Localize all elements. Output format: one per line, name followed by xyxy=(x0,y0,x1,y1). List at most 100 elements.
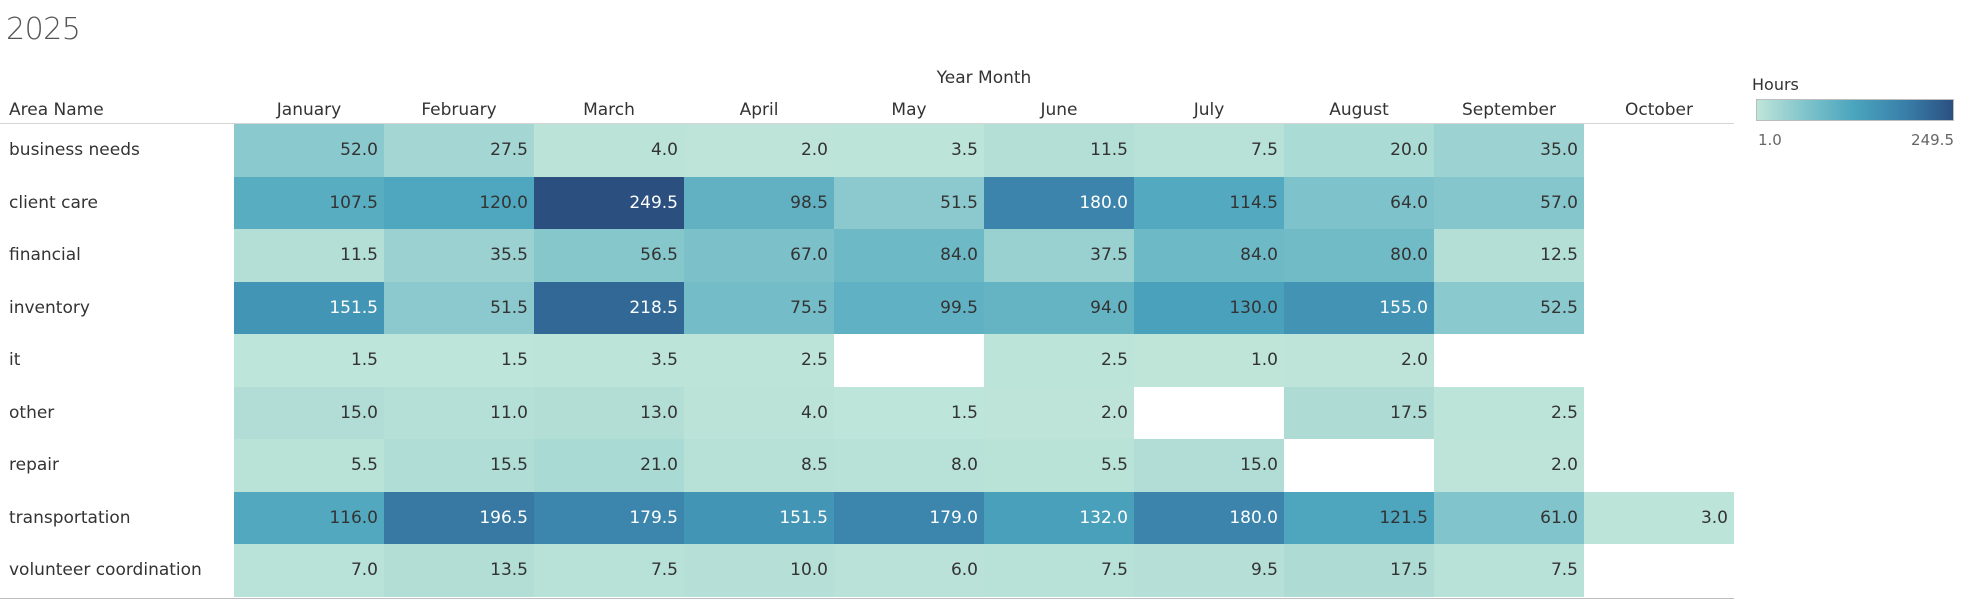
header-divider xyxy=(0,123,1734,124)
legend-min-label: 1.0 xyxy=(1758,131,1782,149)
column-header-june: June xyxy=(1040,100,1078,120)
heatmap-cell[interactable]: 3.5 xyxy=(534,334,684,387)
heatmap-cell[interactable]: 80.0 xyxy=(1284,229,1434,282)
heatmap-cell[interactable]: 2.0 xyxy=(1284,334,1434,387)
heatmap-cell[interactable]: 56.5 xyxy=(534,229,684,282)
column-header-august: August xyxy=(1329,100,1389,120)
heatmap-cell[interactable]: 132.0 xyxy=(984,491,1134,544)
heatmap-cell[interactable]: 17.5 xyxy=(1284,544,1434,597)
row-label: inventory xyxy=(9,297,90,318)
column-group-label: Year Month xyxy=(936,68,1032,88)
row-label: repair xyxy=(9,455,59,475)
heatmap-cell[interactable]: 35.0 xyxy=(1434,124,1584,177)
heatmap-cell[interactable]: 180.0 xyxy=(984,176,1134,229)
heatmap-cell[interactable]: 4.0 xyxy=(534,124,684,177)
column-header-july: July xyxy=(1193,100,1225,120)
legend-max-label: 249.5 xyxy=(1911,131,1954,149)
heatmap-cell[interactable]: 2.0 xyxy=(984,386,1134,439)
heatmap-cell[interactable]: 12.5 xyxy=(1434,229,1584,282)
row-label: client care xyxy=(9,192,98,213)
row-label: it xyxy=(9,350,21,370)
heatmap-cell[interactable]: 5.5 xyxy=(234,439,384,492)
heatmap-cell[interactable]: 2.5 xyxy=(984,334,1134,387)
heatmap-cell[interactable]: 7.0 xyxy=(234,544,384,597)
heatmap-cell[interactable]: 2.5 xyxy=(684,334,834,387)
heatmap-cell[interactable]: 151.5 xyxy=(234,281,384,334)
column-header-april: April xyxy=(739,100,779,120)
heatmap-cell[interactable]: 180.0 xyxy=(1134,491,1284,544)
heatmap-cell[interactable]: 7.5 xyxy=(1134,124,1284,177)
heatmap-cell[interactable]: 3.0 xyxy=(1584,491,1734,544)
heatmap-cell[interactable]: 37.5 xyxy=(984,229,1134,282)
heatmap-cell[interactable]: 84.0 xyxy=(1134,229,1284,282)
row-label: business needs xyxy=(9,140,140,160)
heatmap-cell[interactable]: 11.0 xyxy=(384,386,534,439)
heatmap-cell[interactable]: 94.0 xyxy=(984,281,1134,334)
heatmap-cell[interactable]: 7.5 xyxy=(534,544,684,597)
heatmap-cell[interactable]: 13.0 xyxy=(534,386,684,439)
heatmap-cell[interactable]: 15.0 xyxy=(1134,439,1284,492)
heatmap-cell[interactable]: 15.0 xyxy=(234,386,384,439)
heatmap-cell[interactable]: 51.5 xyxy=(834,176,984,229)
heatmap-cell[interactable]: 130.0 xyxy=(1134,281,1284,334)
heatmap-cell[interactable]: 5.5 xyxy=(984,439,1134,492)
heatmap-cell[interactable]: 7.5 xyxy=(1434,544,1584,597)
heatmap-cell[interactable]: 155.0 xyxy=(1284,281,1434,334)
heatmap-cell[interactable]: 2.0 xyxy=(684,124,834,177)
heatmap-cell[interactable]: 8.0 xyxy=(834,439,984,492)
heatmap-cell[interactable]: 10.0 xyxy=(684,544,834,597)
heatmap-cell[interactable]: 2.0 xyxy=(1434,439,1584,492)
heatmap-cell[interactable]: 52.0 xyxy=(234,124,384,177)
heatmap-cell[interactable]: 9.5 xyxy=(1134,544,1284,597)
heatmap-cell[interactable]: 52.5 xyxy=(1434,281,1584,334)
heatmap-cell[interactable]: 64.0 xyxy=(1284,176,1434,229)
heatmap-cell[interactable]: 13.5 xyxy=(384,544,534,597)
heatmap-cell[interactable]: 35.5 xyxy=(384,229,534,282)
heatmap-cell[interactable]: 1.5 xyxy=(834,386,984,439)
heatmap-cell[interactable]: 1.5 xyxy=(234,334,384,387)
heatmap-cell[interactable]: 196.5 xyxy=(384,491,534,544)
heatmap-cell[interactable]: 20.0 xyxy=(1284,124,1434,177)
heatmap-cell[interactable]: 11.5 xyxy=(234,229,384,282)
heatmap-cell[interactable]: 4.0 xyxy=(684,386,834,439)
heatmap-cell[interactable]: 6.0 xyxy=(834,544,984,597)
heatmap-cell[interactable]: 11.5 xyxy=(984,124,1134,177)
column-header-february: February xyxy=(421,100,497,120)
heatmap-cell[interactable]: 7.5 xyxy=(984,544,1134,597)
heatmap-cell[interactable]: 51.5 xyxy=(384,281,534,334)
heatmap-cell[interactable]: 15.5 xyxy=(384,439,534,492)
heatmap-cell[interactable]: 98.5 xyxy=(684,176,834,229)
column-header-march: March xyxy=(583,100,635,120)
heatmap-cell[interactable]: 27.5 xyxy=(384,124,534,177)
heatmap-cell[interactable]: 249.5 xyxy=(534,176,684,229)
heatmap-cell[interactable]: 67.0 xyxy=(684,229,834,282)
column-header-may: May xyxy=(891,100,927,120)
heatmap-cell[interactable]: 8.5 xyxy=(684,439,834,492)
heatmap-cell[interactable]: 218.5 xyxy=(534,281,684,334)
heatmap-cell[interactable]: 75.5 xyxy=(684,281,834,334)
heatmap-cell[interactable]: 99.5 xyxy=(834,281,984,334)
heatmap-cell[interactable]: 151.5 xyxy=(684,491,834,544)
heatmap-cell[interactable]: 179.5 xyxy=(534,491,684,544)
column-header-january: January xyxy=(276,100,342,120)
heatmap-cell[interactable]: 17.5 xyxy=(1284,386,1434,439)
column-header-october: October xyxy=(1624,100,1694,120)
heatmap-cell[interactable]: 57.0 xyxy=(1434,176,1584,229)
heatmap-cell[interactable]: 21.0 xyxy=(534,439,684,492)
heatmap-cell[interactable]: 61.0 xyxy=(1434,491,1584,544)
heatmap-cell[interactable]: 84.0 xyxy=(834,229,984,282)
heatmap-cell[interactable]: 1.5 xyxy=(384,334,534,387)
heatmap-cell[interactable]: 114.5 xyxy=(1134,176,1284,229)
heatmap-cell[interactable]: 2.5 xyxy=(1434,386,1584,439)
legend-title: Hours xyxy=(1752,75,1799,94)
heatmap-cell[interactable]: 121.5 xyxy=(1284,491,1434,544)
row-label: other xyxy=(9,402,55,423)
row-label: volunteer coordination xyxy=(9,560,202,580)
heatmap-cell[interactable]: 116.0 xyxy=(234,491,384,544)
heatmap-cell[interactable]: 120.0 xyxy=(384,176,534,229)
row-header: Area Name xyxy=(9,100,104,120)
heatmap-cell[interactable]: 179.0 xyxy=(834,491,984,544)
heatmap-cell[interactable]: 1.0 xyxy=(1134,334,1284,387)
heatmap-cell[interactable]: 3.5 xyxy=(834,124,984,177)
heatmap-cell[interactable]: 107.5 xyxy=(234,176,384,229)
